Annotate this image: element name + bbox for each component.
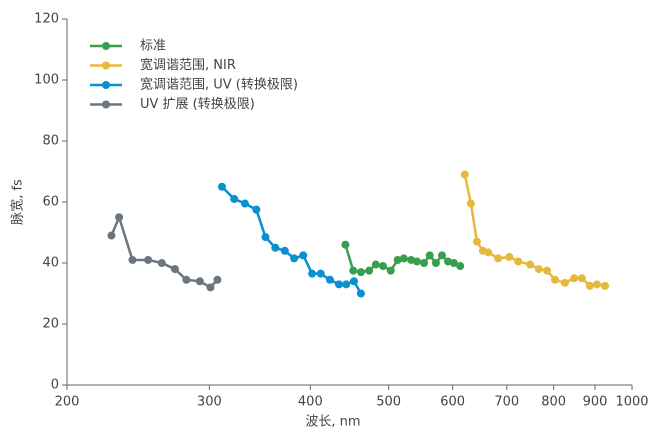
x-axis-label: 波长, nm — [305, 415, 360, 430]
data-point — [334, 280, 343, 289]
data-point — [437, 251, 446, 260]
data-point — [365, 266, 374, 275]
data-point — [399, 254, 408, 263]
x-tick-label: 600 — [440, 395, 465, 410]
data-point — [431, 259, 440, 267]
data-point — [128, 255, 137, 264]
x-tick-label: 300 — [197, 395, 222, 410]
data-point — [252, 205, 261, 214]
data-point — [534, 265, 543, 274]
data-point — [170, 265, 179, 274]
data-point — [349, 266, 358, 275]
data-point — [412, 257, 421, 266]
data-point — [182, 275, 191, 284]
data-point — [505, 252, 514, 261]
x-tick-label: 200 — [55, 395, 80, 410]
data-point — [115, 213, 124, 222]
data-point — [592, 280, 601, 289]
x-tick-label: 900 — [583, 395, 608, 410]
y-tick-label: 120 — [34, 12, 59, 27]
data-point — [449, 259, 458, 267]
x-tick-label: 700 — [494, 395, 519, 410]
data-point — [144, 255, 153, 264]
data-point — [341, 240, 350, 249]
data-point — [217, 182, 226, 191]
legend-label: 标准 — [140, 39, 166, 54]
legend-label: 宽调谐范围, UV (转换极限) — [140, 77, 298, 93]
x-tick-label: 400 — [298, 395, 323, 410]
legend-marker — [102, 42, 110, 50]
y-tick-label: 60 — [42, 195, 59, 210]
data-point — [308, 269, 317, 278]
y-tick-label: 80 — [42, 134, 59, 149]
data-point — [425, 251, 434, 260]
data-point — [299, 251, 308, 260]
legend-label: 宽调谐范围, NIR — [140, 57, 236, 73]
data-point — [472, 237, 481, 246]
data-point — [206, 283, 215, 292]
y-tick-label: 100 — [34, 73, 59, 88]
data-point — [420, 259, 429, 267]
data-point — [240, 199, 249, 208]
data-point — [560, 278, 569, 287]
y-axis-label: 脉宽, fs — [10, 179, 26, 225]
x-tick-label: 500 — [376, 395, 401, 410]
data-point — [585, 281, 594, 290]
data-point — [601, 281, 610, 290]
x-tick-label: 800 — [541, 395, 566, 410]
data-point — [325, 275, 334, 284]
data-point — [157, 259, 166, 267]
data-point — [342, 280, 351, 289]
data-point — [271, 243, 280, 252]
data-point — [456, 262, 465, 271]
data-point — [261, 233, 270, 242]
x-tick-label: 1000 — [615, 395, 648, 410]
data-point — [460, 170, 469, 179]
y-tick-label: 40 — [42, 256, 59, 271]
data-point — [230, 194, 239, 203]
data-point — [514, 257, 523, 266]
data-point — [379, 262, 388, 271]
legend-label: UV 扩展 (转换极限) — [140, 97, 255, 112]
data-point — [195, 277, 204, 286]
legend-marker — [102, 81, 110, 89]
y-tick-label: 0 — [51, 378, 59, 393]
data-point — [280, 246, 289, 255]
data-point — [526, 260, 535, 269]
data-point — [371, 260, 380, 269]
data-point — [494, 254, 503, 263]
data-point — [484, 248, 493, 257]
data-point — [356, 268, 365, 277]
data-point — [543, 266, 552, 275]
data-point — [577, 274, 586, 283]
data-point — [356, 289, 365, 298]
data-point — [570, 274, 579, 283]
legend-marker — [102, 100, 110, 109]
data-point — [316, 269, 325, 278]
data-point — [550, 275, 559, 284]
data-point — [466, 199, 475, 208]
data-point — [393, 255, 402, 264]
legend-marker — [102, 61, 110, 70]
data-point — [213, 275, 222, 284]
data-point — [350, 277, 359, 286]
data-point — [290, 254, 299, 263]
series-line — [110, 213, 219, 289]
data-point — [107, 231, 116, 240]
y-tick-label: 20 — [42, 317, 59, 332]
data-point — [386, 266, 395, 275]
